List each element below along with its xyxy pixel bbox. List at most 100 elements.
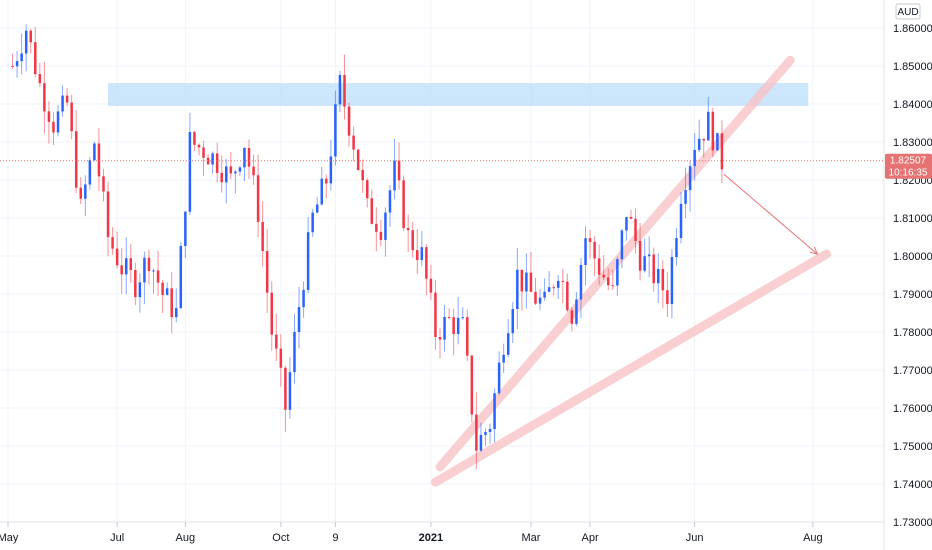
candle-body [452, 317, 455, 335]
candle-body [534, 291, 537, 304]
candle-body [179, 245, 183, 309]
y-tick-label: 1.74000 [893, 479, 932, 491]
y-tick-label: 1.75000 [893, 441, 932, 453]
x-tick-label: Jun [686, 532, 704, 544]
y-tick-label: 1.83000 [893, 137, 932, 149]
candle-body [24, 30, 28, 54]
y-tick-label: 1.79000 [893, 289, 932, 301]
x-tick-label: Jul [110, 532, 124, 544]
candle-body [311, 212, 314, 233]
candle-body [347, 106, 351, 136]
candle-body [602, 274, 605, 278]
candle-body [716, 133, 719, 151]
x-tick-label: Oct [272, 532, 289, 544]
candle-body [234, 171, 237, 174]
candle-body [61, 95, 64, 112]
x-tick-label: Mar [521, 532, 540, 544]
candle-body [88, 160, 92, 185]
candle-body [688, 166, 692, 191]
plot-area[interactable] [0, 0, 884, 523]
candle-body [365, 180, 369, 199]
candle-body [329, 156, 333, 184]
current-price-tag [885, 153, 932, 179]
candle-body [670, 257, 674, 305]
x-tick-labels: May Jul Aug Oct 9 2021 Mar Apr Jun Aug [0, 522, 823, 544]
candle-body [115, 248, 119, 266]
candle-body [711, 111, 715, 151]
candle-body [547, 287, 551, 292]
candle-body [611, 285, 615, 287]
candle-body [220, 172, 223, 183]
candle-body [152, 270, 155, 272]
candle-body [206, 157, 210, 165]
candle-body [388, 190, 392, 213]
candle-body [506, 333, 510, 355]
candle-body [666, 290, 669, 305]
candle-body [356, 149, 360, 170]
candle-body [315, 204, 319, 213]
candle-body [70, 102, 73, 132]
candle-body [707, 111, 710, 141]
candle-body [270, 292, 273, 335]
resistance-zone [108, 83, 809, 106]
y-tick-label: 1.85000 [893, 61, 932, 73]
candle-body [488, 429, 492, 432]
candle-body [111, 237, 114, 249]
candle-body [484, 431, 487, 435]
candle-body [193, 131, 196, 145]
x-tick-label: Aug [176, 532, 196, 544]
candle-body [543, 291, 546, 298]
candle-body [561, 280, 565, 282]
candle-body [156, 270, 160, 283]
candle-body [34, 42, 37, 75]
candle-body [361, 169, 364, 181]
channel-upper-band [435, 55, 795, 472]
candle-body [215, 153, 219, 173]
y-tick-label: 1.80000 [893, 251, 932, 263]
candle-body [97, 143, 101, 177]
candle-body [261, 221, 264, 251]
candle-body [475, 414, 478, 451]
arrow-shaft [723, 173, 818, 255]
candle-body [302, 289, 305, 308]
candle-body [370, 198, 374, 224]
candle-body [124, 258, 128, 275]
candle-body [38, 74, 42, 84]
x-tick-label: Aug [803, 532, 823, 544]
candle-body [520, 269, 524, 292]
candle-body [434, 292, 437, 337]
candle-body [375, 223, 378, 232]
candle-body [643, 256, 646, 271]
candle-body [325, 178, 328, 184]
candle-body [593, 241, 596, 259]
candle-body [175, 308, 178, 318]
candle-body [106, 191, 110, 238]
candle-body [102, 176, 105, 192]
candle-body [188, 131, 192, 212]
candle-body [516, 269, 519, 310]
candle-body [629, 216, 633, 219]
candle-body [497, 362, 501, 394]
candle-body [202, 147, 205, 158]
candle-body [138, 282, 142, 298]
projection-arrow [723, 173, 819, 255]
candle-body [161, 282, 164, 295]
candle-body [184, 211, 187, 246]
currency-label: AUD [897, 7, 918, 18]
candle-body [334, 104, 337, 157]
candle-body [675, 238, 678, 258]
candle-body [511, 309, 515, 334]
price-axis[interactable]: AUD 1.860001.850001.840001.830001.820001… [883, 0, 932, 550]
candle-body [525, 272, 528, 292]
currency-badge [895, 3, 921, 20]
time-axis[interactable]: May Jul Aug Oct 9 2021 Mar Apr Jun Aug [0, 521, 884, 544]
candle-body [343, 74, 346, 107]
arrow-head [809, 246, 819, 255]
candle-body [129, 258, 133, 271]
candle-body [284, 367, 287, 410]
candle-body [79, 187, 83, 199]
candle-body [338, 74, 342, 105]
y-tick-label: 1.78000 [893, 327, 932, 339]
candle-body [443, 317, 446, 340]
